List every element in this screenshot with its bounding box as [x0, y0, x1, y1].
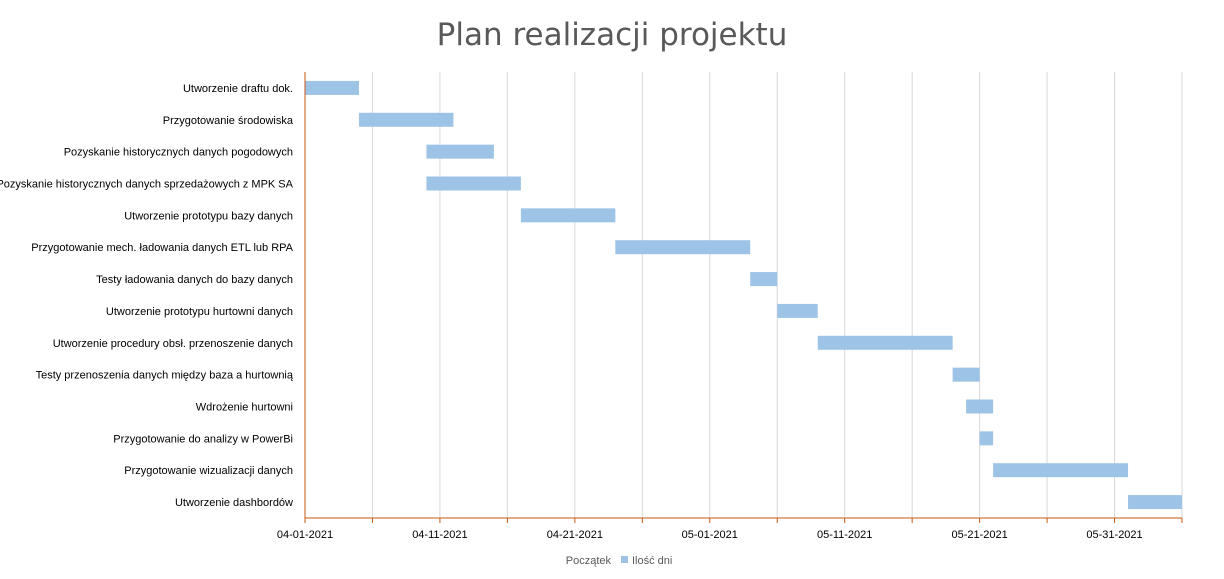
category-label: Pozyskanie historycznych danych pogodowy…: [64, 147, 293, 159]
category-label: Utworzenie dashbordów: [175, 497, 293, 509]
bar-duration: [979, 431, 994, 446]
bar-duration: [952, 367, 980, 382]
x-tick-label: 05-01-2021: [682, 529, 738, 541]
bar-duration: [520, 208, 616, 223]
category-label: Utworzenie procedury obsł. przenoszenie …: [53, 338, 293, 350]
x-tick-label: 04-11-2021: [412, 529, 467, 541]
legend-swatch-days: [621, 556, 628, 563]
x-tick-label: 05-31-2021: [1086, 529, 1142, 541]
legend: Początek Ilość dni: [566, 555, 673, 567]
category-label: Utworzenie draftu dok.: [183, 83, 293, 95]
category-label: Wdrożenie hurtowni: [196, 402, 293, 414]
category-label: Przygotowanie do analizy w PowerBi: [113, 433, 293, 445]
x-tick-labels: 04-01-2021 04-11-2021 04-21-2021 05-01-2021…: [277, 529, 1143, 541]
gridlines: [304, 72, 1183, 518]
bar-duration: [1128, 495, 1182, 510]
x-tick-label: 05-21-2021: [951, 529, 1007, 541]
x-tick-label: 04-21-2021: [547, 529, 603, 541]
category-label: Przygotowanie środowiska: [163, 115, 294, 127]
bar-duration: [426, 144, 494, 159]
chart-title: Plan realizacji projektu: [437, 17, 788, 53]
axes: [304, 72, 1183, 523]
legend-label-days: Ilość dni: [632, 555, 672, 567]
bar-duration: [777, 303, 818, 318]
bar-duration: [750, 272, 778, 287]
bar-duration: [966, 399, 994, 414]
bar-duration: [993, 463, 1129, 478]
bar-duration: [426, 176, 521, 191]
category-label: Przygotowanie mech. ładowania danych ETL…: [31, 242, 293, 254]
bar-duration: [615, 240, 751, 255]
category-label: Utworzenie prototypu hurtowni danych: [106, 306, 293, 318]
bar-duration: [358, 112, 454, 127]
x-tick-label: 05-11-2021: [817, 529, 872, 541]
category-label: Przygotowanie wizualizacji danych: [124, 465, 293, 477]
bars: [305, 80, 1182, 510]
category-label: Utworzenie prototypu bazy danych: [124, 210, 293, 222]
x-tick-label: 04-01-2021: [277, 529, 333, 541]
legend-label-start: Początek: [566, 555, 612, 567]
bar-duration: [817, 335, 953, 350]
category-label: Testy przenoszenia danych między baza a …: [36, 370, 294, 382]
bar-duration: [305, 80, 359, 95]
category-label: Testy ładowania danych do bazy danych: [96, 274, 293, 286]
category-label: Pozyskanie historycznych danych sprzedaż…: [0, 179, 294, 191]
category-labels: Utworzenie draftu dok. Przygotowanie środ…: [0, 83, 294, 509]
